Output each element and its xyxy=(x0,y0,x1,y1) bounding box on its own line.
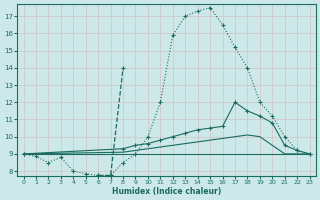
X-axis label: Humidex (Indice chaleur): Humidex (Indice chaleur) xyxy=(112,187,221,196)
